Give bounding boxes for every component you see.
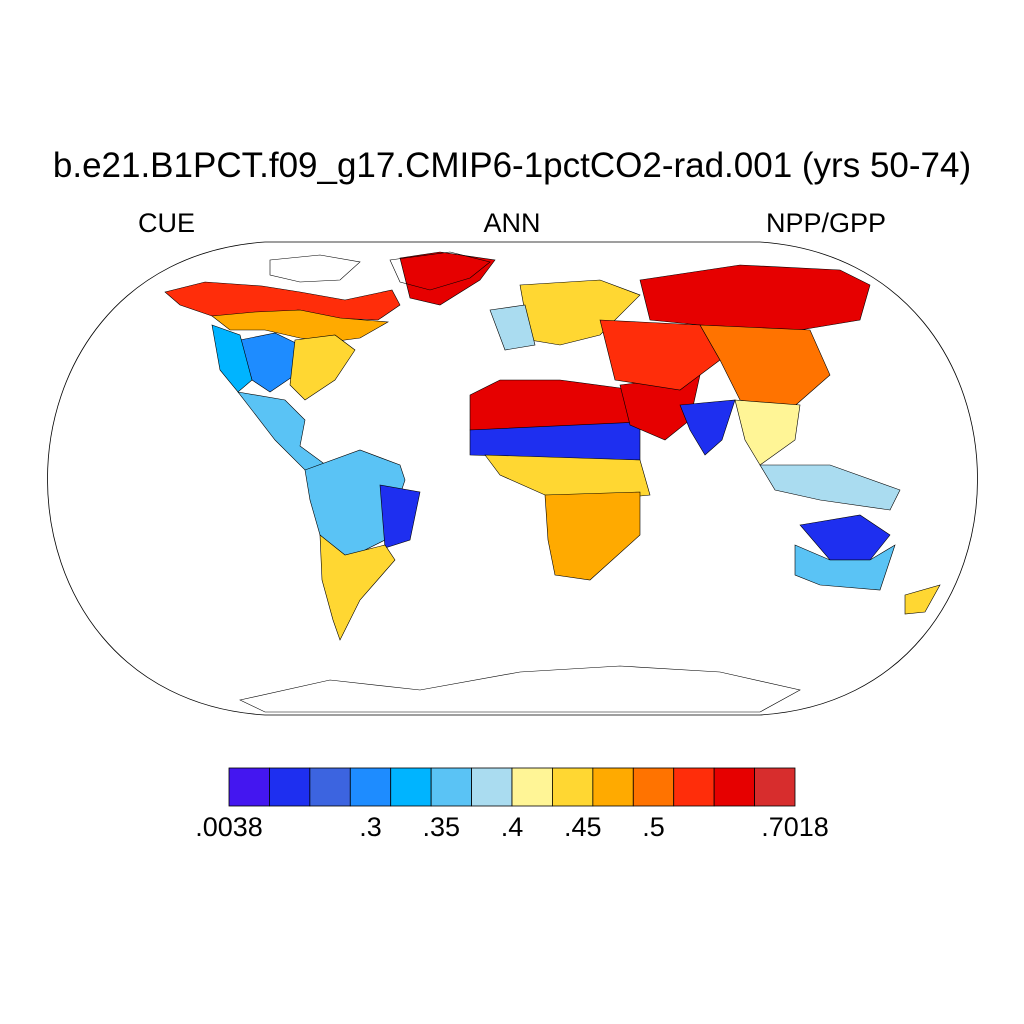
land-region bbox=[639, 264, 871, 331]
land-region bbox=[319, 534, 396, 641]
land-region bbox=[211, 324, 253, 393]
plot-title: b.e21.B1PCT.f09_g17.CMIP6-1pctCO2-rad.00… bbox=[52, 146, 972, 185]
land-region bbox=[699, 324, 831, 411]
map-outline bbox=[47, 241, 978, 716]
land-region bbox=[734, 399, 801, 466]
land-region bbox=[399, 251, 496, 306]
land-region bbox=[544, 491, 641, 581]
land-region bbox=[489, 304, 536, 351]
coastline bbox=[239, 665, 801, 713]
land-region bbox=[599, 319, 721, 391]
colorbar-label: .5 bbox=[642, 812, 665, 842]
land-region bbox=[679, 399, 736, 456]
land-region bbox=[379, 484, 421, 549]
land-region bbox=[211, 309, 389, 343]
colorbar-label: .35 bbox=[422, 812, 461, 842]
land-region bbox=[799, 514, 891, 561]
colorbar-label: .4 bbox=[500, 812, 524, 842]
subtitle-center: ANN bbox=[483, 208, 541, 238]
land-region bbox=[794, 544, 896, 591]
subtitle-right: NPP/GPP bbox=[765, 208, 886, 238]
land-region bbox=[469, 379, 641, 431]
colorbar-label: .0038 bbox=[195, 812, 263, 842]
land-region bbox=[759, 464, 901, 511]
coastline bbox=[389, 251, 491, 291]
land-region bbox=[289, 334, 356, 401]
land-region bbox=[237, 391, 331, 471]
land-region bbox=[904, 584, 941, 615]
subtitle-left: CUE bbox=[138, 208, 196, 238]
colorbar-label: .45 bbox=[563, 812, 602, 842]
colorbar-label: .3 bbox=[359, 812, 382, 842]
coastline bbox=[269, 254, 361, 283]
colorbar-label: .7018 bbox=[761, 812, 829, 842]
